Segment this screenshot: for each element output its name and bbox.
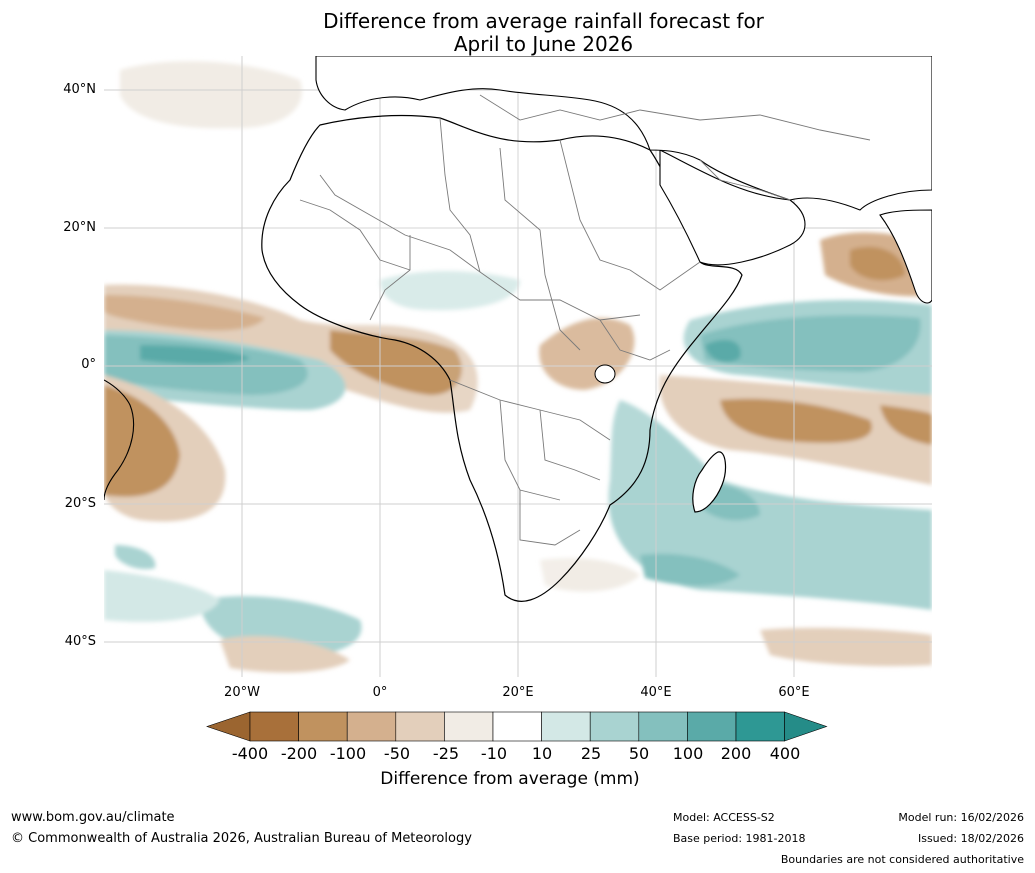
lon-label-60e: 60°E [778,685,810,700]
africa-coastline [261,114,743,602]
border-1 [319,174,481,273]
lake-victoria [594,364,616,384]
colorbar-over-arrow [784,711,828,742]
anomaly-nw-dry [120,61,302,129]
anomaly-sa-dry [540,558,640,592]
madagascar [692,451,727,513]
colorbar-tick: -25 [432,744,460,763]
footer-issued: Issued: 18/02/2026 [917,832,1024,845]
title-line-2: April to June 2026 [453,32,634,56]
border-11 [519,490,581,546]
colorbar-tick: 10 [531,744,553,763]
colorbar-tick: 100 [672,744,704,763]
colorbar-tick: 400 [769,744,801,763]
anomaly-guinea-dry-dark [330,330,462,395]
country-borders [299,94,871,546]
colorbar-tick: 200 [720,744,752,763]
colorbar-under-arrow [206,711,251,742]
lat-label-eq: 0° [81,357,96,372]
anomaly-indian-wet-dark [705,339,741,363]
anomaly-indian-dry-east [880,405,932,445]
anomaly-arabian-dry-dark [850,246,905,281]
lat-label-20s: 20°S [64,496,96,511]
lat-label-20n: 20°N [63,220,96,235]
colorbar-swatch [492,711,542,742]
south-america-coast [104,379,135,501]
anomaly-southwest-wet [104,570,220,622]
anomaly-shading [104,57,932,673]
border-6 [479,271,641,321]
anomaly-south-indian-wet-dark [640,553,740,586]
colorbar-title: Difference from average (mm) [380,769,640,789]
footer-model: Model: ACCESS-S2 [673,811,775,824]
colorbar [206,711,828,742]
colorbar-swatch [638,711,688,742]
anomaly-indian-wet-mid [700,315,921,372]
border-16 [299,199,411,271]
colorbar-swatch [395,711,445,742]
footer-model-run: Model run: 16/02/2026 [898,811,1024,824]
colorbar-swatch [444,711,494,742]
footer-base-period: Base period: 1981-2018 [673,832,806,845]
arabian-peninsula [659,149,806,266]
border-12 [629,261,701,291]
lon-label-20e: 20°E [502,685,534,700]
anomaly-indian-dry-dark [720,398,872,443]
colorbar-tick: -10 [480,744,508,763]
lat-label-40s: 40°S [64,634,96,649]
colorbar-tick: 50 [628,744,650,763]
border-4 [559,139,631,271]
anomaly-sahel-wet [380,271,520,311]
anomaly-south-atlantic-dry [220,636,350,673]
footer-website[interactable]: www.bom.gov.au/climate [11,810,175,825]
india-coast [879,209,932,304]
colorbar-swatch [249,711,299,742]
footer-copyright: © Commonwealth of Australia 2026, Austra… [11,831,472,846]
colorbar-swatch [735,711,785,742]
border-10 [539,409,601,481]
border-9 [499,399,561,501]
colorbar-tick: -200 [280,744,318,763]
colorbar-tick: -50 [383,744,411,763]
lon-label-20w: 20°W [224,685,260,700]
chart-title: Difference from average rainfall forecas… [0,10,1035,56]
anomaly-brazil-dry-dark [104,385,180,497]
colorbar-swatch [541,711,591,742]
footer-disclaimer: Boundaries are not considered authoritat… [780,853,1024,866]
lon-label-0: 0° [372,685,388,700]
title-line-1: Difference from average rainfall forecas… [323,9,764,33]
border-2 [439,117,481,273]
border-14 [699,159,791,201]
colorbar-tick: -100 [329,744,367,763]
border-7 [544,274,581,351]
colorbar-swatch [589,711,640,742]
border-15 [479,94,871,141]
colorbar-swatch [687,711,737,742]
colorbar-tick: 25 [580,744,602,763]
europe-landmass [315,56,932,211]
lat-label-40n: 40°N [63,82,96,97]
border-13 [599,319,671,361]
anomaly-southwest-wet-small [115,545,156,570]
colorbar-swatch [298,711,348,742]
border-3 [499,147,546,276]
anomaly-atlantic-wet-dark [140,345,250,365]
anomaly-west-dry [104,295,265,331]
anomaly-south-dry-east [760,627,932,667]
border-5 [369,235,411,321]
colorbar-tick: -400 [231,744,269,763]
colorbar-swatch [346,711,397,742]
lon-label-40e: 40°E [640,685,672,700]
